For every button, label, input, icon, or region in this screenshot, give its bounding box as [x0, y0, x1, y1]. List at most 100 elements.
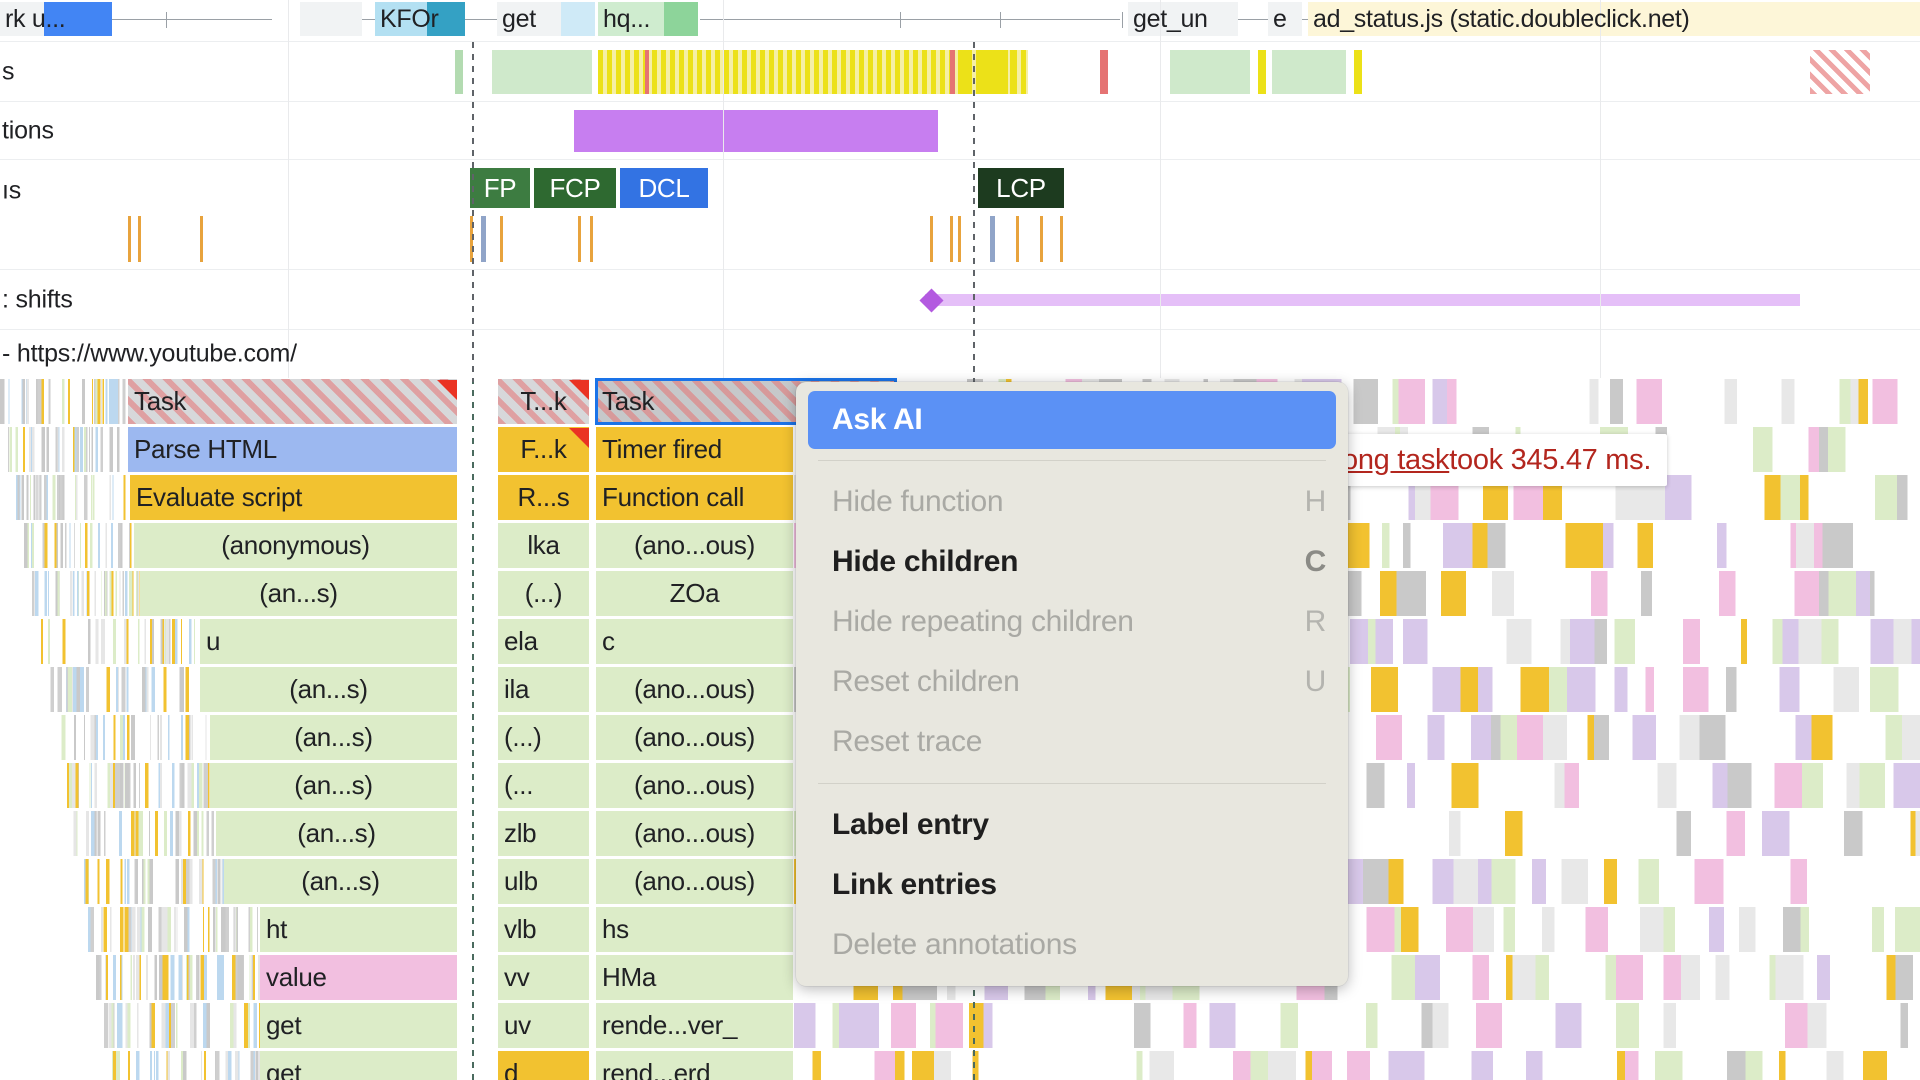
network-connector	[460, 19, 500, 20]
network-request[interactable]: get	[497, 2, 595, 36]
flame-chart-entry[interactable]: value	[260, 955, 458, 1000]
layout-shift-cluster[interactable]	[925, 294, 1800, 306]
flame-chart-entry[interactable]: T...k	[498, 379, 590, 424]
flame-chart-entry[interactable]: c	[596, 619, 794, 664]
flame-chart-dense-entries[interactable]	[40, 619, 200, 664]
flame-chart-entry[interactable]: (ano...ous)	[596, 763, 794, 808]
flame-chart-dense-entries[interactable]	[64, 763, 210, 808]
network-request[interactable]: ad_status.js (static.doubleclick.net)	[1308, 2, 1920, 36]
animations-track[interactable]: tions	[0, 102, 1920, 160]
flame-chart-entry[interactable]: (...	[498, 763, 590, 808]
flame-chart-entry[interactable]: (an...s)	[216, 811, 458, 856]
flame-chart-entry[interactable]: ela	[498, 619, 590, 664]
timings-track[interactable]: ıs FP FCP DCL LCP	[0, 160, 1920, 222]
flame-chart-entry[interactable]: ila	[498, 667, 590, 712]
layout-shift-marker[interactable]	[919, 288, 944, 313]
flame-chart-entry[interactable]: (...)	[498, 571, 590, 616]
flame-chart-entry[interactable]: vv	[498, 955, 590, 1000]
flame-chart-entry[interactable]: (an...s)	[140, 571, 458, 616]
flame-chart-entry[interactable]: rend...erd	[596, 1051, 794, 1080]
animation-bar[interactable]	[574, 110, 938, 152]
flame-chart-entry[interactable]: (ano...ous)	[596, 523, 794, 568]
selection-end-marker[interactable]	[973, 42, 975, 382]
flame-chart-entry[interactable]: uv	[498, 1003, 590, 1048]
flame-chart-entry[interactable]: u	[200, 619, 458, 664]
timing-marker-fcp[interactable]: FCP	[534, 168, 616, 208]
flame-chart-entry[interactable]: get	[260, 1051, 458, 1080]
network-request[interactable]: hq...	[598, 2, 698, 36]
flame-chart-entry[interactable]: (an...s)	[210, 763, 458, 808]
flame-chart-entry[interactable]: ZOa	[596, 571, 794, 616]
flame-chart-context-menu[interactable]: Ask AI Hide function H Hide children C Hide r…	[796, 382, 1348, 986]
flame-chart-dense-entries[interactable]	[8, 427, 128, 472]
menu-item-link-entries[interactable]: Link entries	[796, 855, 1348, 915]
flame-chart-dense-entries[interactable]	[80, 859, 224, 904]
flame-chart-dense-entries[interactable]	[794, 1051, 1920, 1080]
flame-chart-entry-label: (...)	[524, 578, 563, 608]
main-thread-track-header[interactable]: - https://www.youtube.com/	[0, 330, 1920, 378]
frames-track[interactable]: s	[0, 42, 1920, 102]
flame-chart-entry[interactable]: (ano...ous)	[596, 811, 794, 856]
flame-chart-dense-entries[interactable]	[794, 1003, 1920, 1048]
flame-chart-entry[interactable]: (anonymous)	[134, 523, 458, 568]
timing-tick	[200, 216, 203, 262]
flame-chart-dense-entries[interactable]	[24, 523, 134, 568]
flame-chart-dense-entries[interactable]	[72, 811, 216, 856]
flame-chart-entry[interactable]: (an...s)	[210, 715, 458, 760]
flame-chart-entry[interactable]: lka	[498, 523, 590, 568]
flame-chart-entry[interactable]: (...)	[498, 715, 590, 760]
flame-chart-entry-label: rend...erd	[602, 1058, 711, 1080]
frames-track-label: s	[2, 57, 15, 85]
flame-chart-dense-entries[interactable]	[48, 667, 200, 712]
timing-tick	[138, 216, 141, 262]
frame-block	[1354, 50, 1362, 94]
network-request[interactable]: get_un	[1128, 2, 1238, 36]
network-track[interactable]: rk u... KFOr get hq... get_un e ad_status.js (…	[0, 0, 1920, 42]
flame-chart-dense-entries[interactable]	[104, 1003, 260, 1048]
network-request[interactable]: KFOr	[375, 2, 465, 36]
flame-chart-entry[interactable]: ulb	[498, 859, 590, 904]
flame-chart-entry[interactable]: d	[498, 1051, 590, 1080]
flame-chart-entry[interactable]: Timer fired	[596, 427, 794, 472]
menu-item-ask-ai[interactable]: Ask AI	[808, 391, 1336, 449]
flame-chart-entry[interactable]: zlb	[498, 811, 590, 856]
selection-start-marker[interactable]	[472, 42, 474, 382]
long-task-link[interactable]: ong task	[1342, 443, 1450, 476]
flame-chart-entry[interactable]: vlb	[498, 907, 590, 952]
network-request[interactable]: rk u...	[0, 2, 112, 36]
flame-chart-entry[interactable]: (ano...ous)	[596, 715, 794, 760]
timing-marker-dcl[interactable]: DCL	[620, 168, 708, 208]
flame-chart-entry[interactable]: hs	[596, 907, 794, 952]
flame-chart-dense-entries[interactable]	[112, 1051, 260, 1080]
flame-chart-entry[interactable]: get	[260, 1003, 458, 1048]
flame-chart-entry[interactable]: (ano...ous)	[596, 859, 794, 904]
timing-marker-fp[interactable]: FP	[470, 168, 530, 208]
flame-chart-entry[interactable]: Parse HTML	[128, 427, 458, 472]
flame-chart-dense-entries[interactable]	[32, 571, 140, 616]
flame-chart-entry-label: ZOa	[669, 578, 720, 608]
flame-chart-dense-entries[interactable]	[88, 907, 260, 952]
flame-chart-entry[interactable]: Evaluate script	[130, 475, 458, 520]
flame-chart-dense-entries[interactable]	[0, 379, 128, 424]
flame-chart-entry-label: d	[504, 1058, 519, 1080]
layout-shifts-track[interactable]: : shifts	[0, 270, 1920, 330]
flame-chart-entry[interactable]: (an...s)	[224, 859, 458, 904]
flame-chart-entry[interactable]: (ano...ous)	[596, 667, 794, 712]
timing-marker-lcp[interactable]: LCP	[978, 168, 1064, 208]
network-request[interactable]: e	[1268, 2, 1302, 36]
menu-item-hide-children[interactable]: Hide children C	[796, 532, 1348, 592]
flame-chart-entry[interactable]: R...s	[498, 475, 590, 520]
network-request[interactable]	[300, 2, 362, 36]
flame-chart-dense-entries[interactable]	[96, 955, 260, 1000]
menu-item-label-entry[interactable]: Label entry	[796, 795, 1348, 855]
flame-chart-entry[interactable]: ht	[260, 907, 458, 952]
flame-chart-dense-entries[interactable]	[16, 475, 130, 520]
menu-item-label: Delete annotations	[832, 928, 1077, 961]
flame-chart-dense-entries[interactable]	[56, 715, 210, 760]
flame-chart-entry[interactable]: rende...ver_	[596, 1003, 794, 1048]
flame-chart-entry[interactable]: Task	[128, 379, 458, 424]
flame-chart-entry[interactable]: HMa	[596, 955, 794, 1000]
flame-chart-entry[interactable]: Function call	[596, 475, 794, 520]
flame-chart-entry[interactable]: (an...s)	[200, 667, 458, 712]
flame-chart-entry[interactable]: F...k	[498, 427, 590, 472]
